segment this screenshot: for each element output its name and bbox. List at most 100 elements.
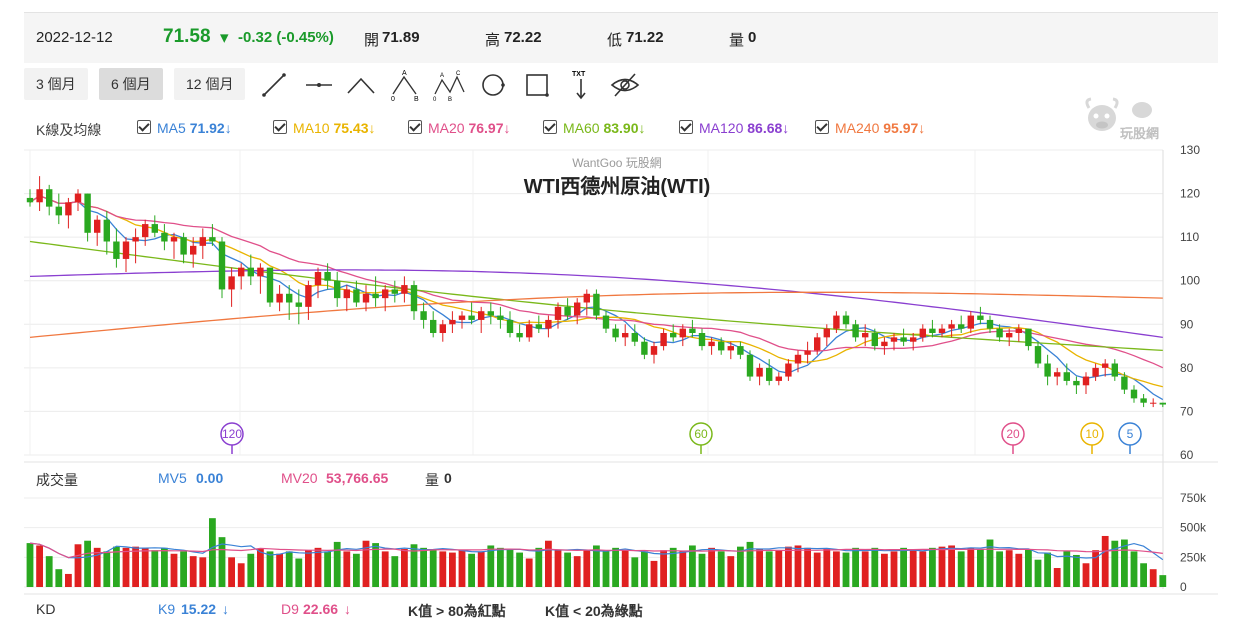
y-tick-label: 90 (1180, 317, 1194, 331)
volume-bar (775, 550, 783, 587)
candle-body (1073, 380, 1080, 386)
volume-bar (689, 545, 696, 587)
volume-bar (535, 547, 543, 587)
line-tool-icon[interactable] (256, 68, 290, 102)
y-tick-label: 60 (1180, 448, 1194, 462)
candle-body (612, 328, 619, 338)
volume-bar (458, 550, 466, 587)
checkbox-icon[interactable] (815, 120, 829, 134)
horizontal-line-tool-icon[interactable] (302, 68, 336, 102)
candle-body (151, 224, 158, 233)
ma-marker-pin[interactable] (1080, 422, 1104, 446)
volume-bar (151, 550, 159, 587)
candle-body (814, 337, 821, 351)
volume-bar (429, 550, 437, 587)
ma-name: MA60 (563, 120, 604, 136)
volume-bar (621, 550, 629, 587)
ma-marker-pin[interactable] (220, 422, 244, 446)
angle-tool-icon[interactable] (344, 68, 378, 102)
volume-bar (756, 549, 763, 587)
ma-legend-ma20[interactable]: MA20 76.97↓ (408, 120, 511, 136)
ma-marker-pin[interactable] (1118, 422, 1142, 446)
candle-body (526, 324, 533, 338)
tool-mark-a2: A (440, 73, 444, 79)
candle-body (910, 337, 917, 342)
ma-legend-ma240[interactable]: MA240 95.97↓ (815, 120, 925, 136)
candle-body (46, 189, 53, 207)
checkbox-icon[interactable] (273, 120, 287, 134)
site-watermark: WantGoo 玩股網 (572, 156, 662, 170)
mv20-value: 53,766.65 (326, 470, 389, 486)
candle-body (1054, 372, 1061, 377)
volume-bar (525, 558, 533, 587)
range-12m-button[interactable]: 12 個月 (174, 68, 246, 100)
volume-value: 0 (748, 29, 757, 46)
ma-value: 95.97 (883, 120, 919, 136)
qty-value: 0 (444, 470, 452, 486)
volume-bar (679, 551, 687, 587)
text-tool-icon[interactable]: TXT (564, 68, 598, 102)
k9-arrow: ↓ (222, 601, 229, 617)
mv20-line (29, 542, 1163, 559)
volume-bar (1005, 550, 1013, 587)
volume-bar (391, 556, 399, 587)
volume-bar (266, 551, 274, 587)
ma-legend-ma120[interactable]: MA120 86.68↓ (679, 120, 789, 136)
volume-bar (1111, 540, 1119, 587)
ma-marker-pin[interactable] (689, 422, 713, 446)
volume-bar (919, 551, 927, 587)
volume-bar (890, 551, 898, 587)
candle-body (535, 324, 542, 329)
candle-body (343, 289, 350, 299)
volume-bar (285, 551, 293, 587)
volume-bar (977, 549, 984, 587)
ma-legend-ma10[interactable]: MA10 75.43↓ (273, 120, 376, 136)
candle-body (430, 319, 437, 333)
candle-body (890, 337, 898, 342)
abcd-tool-icon[interactable]: A C B 0 (432, 68, 466, 102)
candle-body (689, 328, 696, 333)
candle-body (478, 311, 485, 320)
candle-body (506, 319, 514, 333)
rectangle-tool-icon[interactable] (520, 68, 554, 102)
candle-body (382, 289, 389, 299)
volume-bar (698, 553, 706, 587)
circle-tool-icon[interactable] (476, 68, 510, 102)
volume-bar (1025, 549, 1032, 587)
ma-arrow: ↓ (224, 120, 232, 136)
d9-arrow: ↓ (344, 601, 351, 617)
candle-body (257, 267, 264, 277)
ma-marker-pin[interactable] (1001, 422, 1025, 446)
volume-bar (948, 545, 955, 587)
mv5-value: 0.00 (196, 470, 224, 486)
volume-bar (333, 541, 341, 587)
checkbox-icon[interactable] (137, 120, 151, 134)
volume-bar (247, 553, 255, 587)
checkbox-icon[interactable] (408, 120, 422, 134)
volume-bar (871, 547, 879, 587)
volume-bar (122, 547, 130, 587)
candle-body (295, 302, 302, 307)
ab-tool-icon[interactable]: 0 A B (388, 68, 422, 102)
volume-bar (305, 550, 312, 587)
ma-legend-ma60[interactable]: MA60 83.90↓ (543, 120, 646, 136)
ma-legend-ma5[interactable]: MA5 71.92↓ (137, 120, 232, 136)
range-3m-button[interactable]: 3 個月 (24, 68, 88, 100)
quote-date: 2022-12-12 (36, 29, 113, 46)
y-tick-label: 80 (1180, 361, 1194, 375)
candle-body (785, 363, 792, 377)
candle-body (209, 237, 216, 242)
checkbox-icon[interactable] (543, 120, 557, 134)
candle-body (334, 280, 341, 299)
checkbox-icon[interactable] (679, 120, 693, 134)
mv5-name: MV5 (158, 470, 187, 486)
hide-icon[interactable] (608, 68, 642, 102)
ma-marker-label: 60 (694, 427, 708, 441)
range-6m-button[interactable]: 6 個月 (99, 68, 163, 100)
y-tick-label: 130 (1180, 143, 1200, 157)
candle-body (362, 293, 370, 303)
candle-body (1063, 372, 1070, 381)
volume-bar (1159, 575, 1167, 587)
volume-bar (228, 557, 235, 587)
